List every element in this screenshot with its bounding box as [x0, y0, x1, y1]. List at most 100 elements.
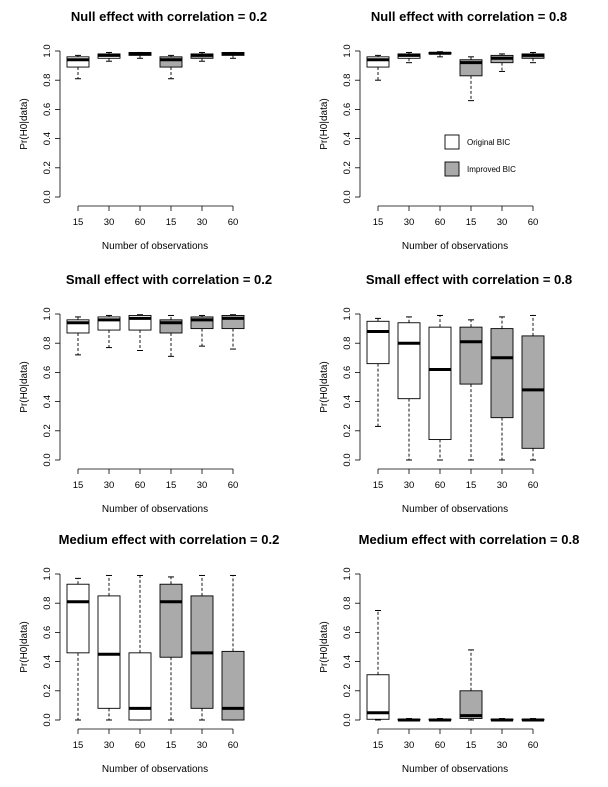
x-tick-label: 60 [228, 217, 239, 228]
x-tick-label: 30 [404, 740, 415, 751]
box-plot-3 [128, 314, 152, 351]
iqr-box [459, 690, 483, 719]
box-plot-6 [221, 574, 245, 721]
box-plot-1 [366, 54, 390, 81]
chart-panel-3: Small effect with correlation = 0.2 0.0 0.… [19, 272, 272, 515]
y-axis-label: Pr(H0|data) [319, 361, 330, 413]
box-plot-5 [490, 316, 514, 461]
box-plot-4 [459, 56, 483, 102]
x-axis-label: Number of observations [102, 241, 208, 252]
box-plot-4 [159, 54, 183, 80]
iqr-box [459, 326, 483, 385]
iqr-box [66, 56, 90, 68]
y-tick-label: 0.8 [42, 74, 53, 87]
chart-title: Null effect with correlation = 0.2 [71, 9, 267, 24]
box-plot-4 [459, 319, 483, 461]
y-tick-label: 0.8 [342, 337, 353, 350]
y-tick-label: 1.0 [342, 567, 353, 580]
x-tick-label: 30 [104, 217, 115, 228]
y-tick-label: 0.0 [42, 713, 53, 726]
box-plot-2 [97, 574, 121, 721]
legend-label: Original BIC [467, 138, 510, 147]
iqr-box [221, 650, 245, 721]
iqr-box [366, 674, 390, 720]
y-tick-label: 0.8 [42, 337, 53, 350]
legend-swatch [444, 161, 460, 177]
y-tick-label: 0.6 [342, 626, 353, 639]
box-plot-2 [97, 314, 121, 349]
box-plot-2 [397, 316, 421, 461]
iqr-box [428, 326, 452, 441]
y-tick-label: 0.6 [42, 103, 53, 116]
chart-title: Null effect with correlation = 0.8 [371, 9, 567, 24]
box-plot-1 [66, 316, 90, 356]
chart-panel-5: Medium effect with correlation = 0.2 0.0 0… [19, 532, 279, 775]
x-tick-label: 30 [497, 480, 508, 491]
y-tick-label: 0.0 [342, 190, 353, 203]
box-plot-1 [66, 54, 90, 80]
box-plot-1 [66, 577, 90, 721]
y-tick-label: 0.6 [42, 626, 53, 639]
box-plot-6 [521, 51, 545, 64]
x-tick-label: 60 [435, 480, 446, 491]
x-tick-label: 60 [528, 480, 539, 491]
y-tick-label: 0.8 [42, 597, 53, 610]
x-tick-label: 15 [466, 480, 477, 491]
chart-panel-2: Null effect with correlation = 0.8 0.0 0.2… [319, 9, 567, 252]
x-tick-label: 15 [166, 480, 177, 491]
y-tick-label: 0.0 [342, 713, 353, 726]
iqr-box [521, 335, 545, 449]
box-plot-3 [128, 574, 152, 721]
x-tick-label: 60 [228, 740, 239, 751]
x-axis-label: Number of observations [402, 504, 508, 515]
y-tick-label: 0.2 [342, 424, 353, 437]
box-plot-3 [428, 51, 452, 58]
box-plot-5 [190, 314, 214, 347]
y-tick-label: 0.8 [342, 597, 353, 610]
y-tick-label: 0.4 [42, 395, 53, 408]
y-tick-label: 0.4 [42, 655, 53, 668]
y-tick-label: 0.2 [342, 684, 353, 697]
x-tick-label: 15 [373, 217, 384, 228]
chart-title: Small effect with correlation = 0.2 [66, 272, 272, 287]
y-tick-label: 0.2 [42, 424, 53, 437]
x-axis-label: Number of observations [402, 241, 508, 252]
chart-panel-1: Null effect with correlation = 0.2 0.0 0.2… [19, 9, 267, 252]
y-tick-label: 0.2 [42, 684, 53, 697]
x-tick-label: 60 [435, 740, 446, 751]
iqr-box [490, 328, 514, 419]
box-plot-6 [521, 314, 545, 461]
box-plot-3 [128, 51, 152, 59]
box-plot-6 [221, 51, 245, 59]
y-tick-label: 0.6 [342, 366, 353, 379]
x-tick-label: 60 [528, 217, 539, 228]
chart-panel-4: Small effect with correlation = 0.8 0.0 0.… [319, 272, 572, 515]
y-tick-label: 0.4 [342, 655, 353, 668]
y-axis-label: Pr(H0|data) [19, 621, 30, 673]
x-tick-label: 30 [197, 740, 208, 751]
x-tick-label: 15 [166, 740, 177, 751]
box-plot-6 [521, 718, 545, 722]
chart-title: Medium effect with correlation = 0.8 [359, 532, 580, 547]
legend-swatch [444, 134, 460, 150]
x-tick-label: 15 [166, 217, 177, 228]
box-plot-6 [221, 314, 245, 350]
box-plot-3 [428, 314, 452, 461]
x-tick-label: 60 [135, 740, 146, 751]
iqr-box [66, 583, 90, 654]
y-tick-label: 0.0 [42, 190, 53, 203]
box-plot-2 [397, 718, 421, 722]
x-tick-label: 15 [373, 480, 384, 491]
box-plot-2 [397, 51, 421, 64]
box-plot-5 [190, 574, 214, 721]
x-tick-label: 30 [404, 480, 415, 491]
iqr-box [159, 56, 183, 68]
iqr-box [159, 583, 183, 658]
x-tick-label: 60 [435, 217, 446, 228]
y-axis-label: Pr(H0|data) [19, 98, 30, 150]
x-axis-label: Number of observations [402, 764, 508, 775]
box-plot-2 [97, 51, 121, 62]
x-tick-label: 30 [104, 740, 115, 751]
legend: Original BIC Improved BIC [444, 134, 516, 177]
